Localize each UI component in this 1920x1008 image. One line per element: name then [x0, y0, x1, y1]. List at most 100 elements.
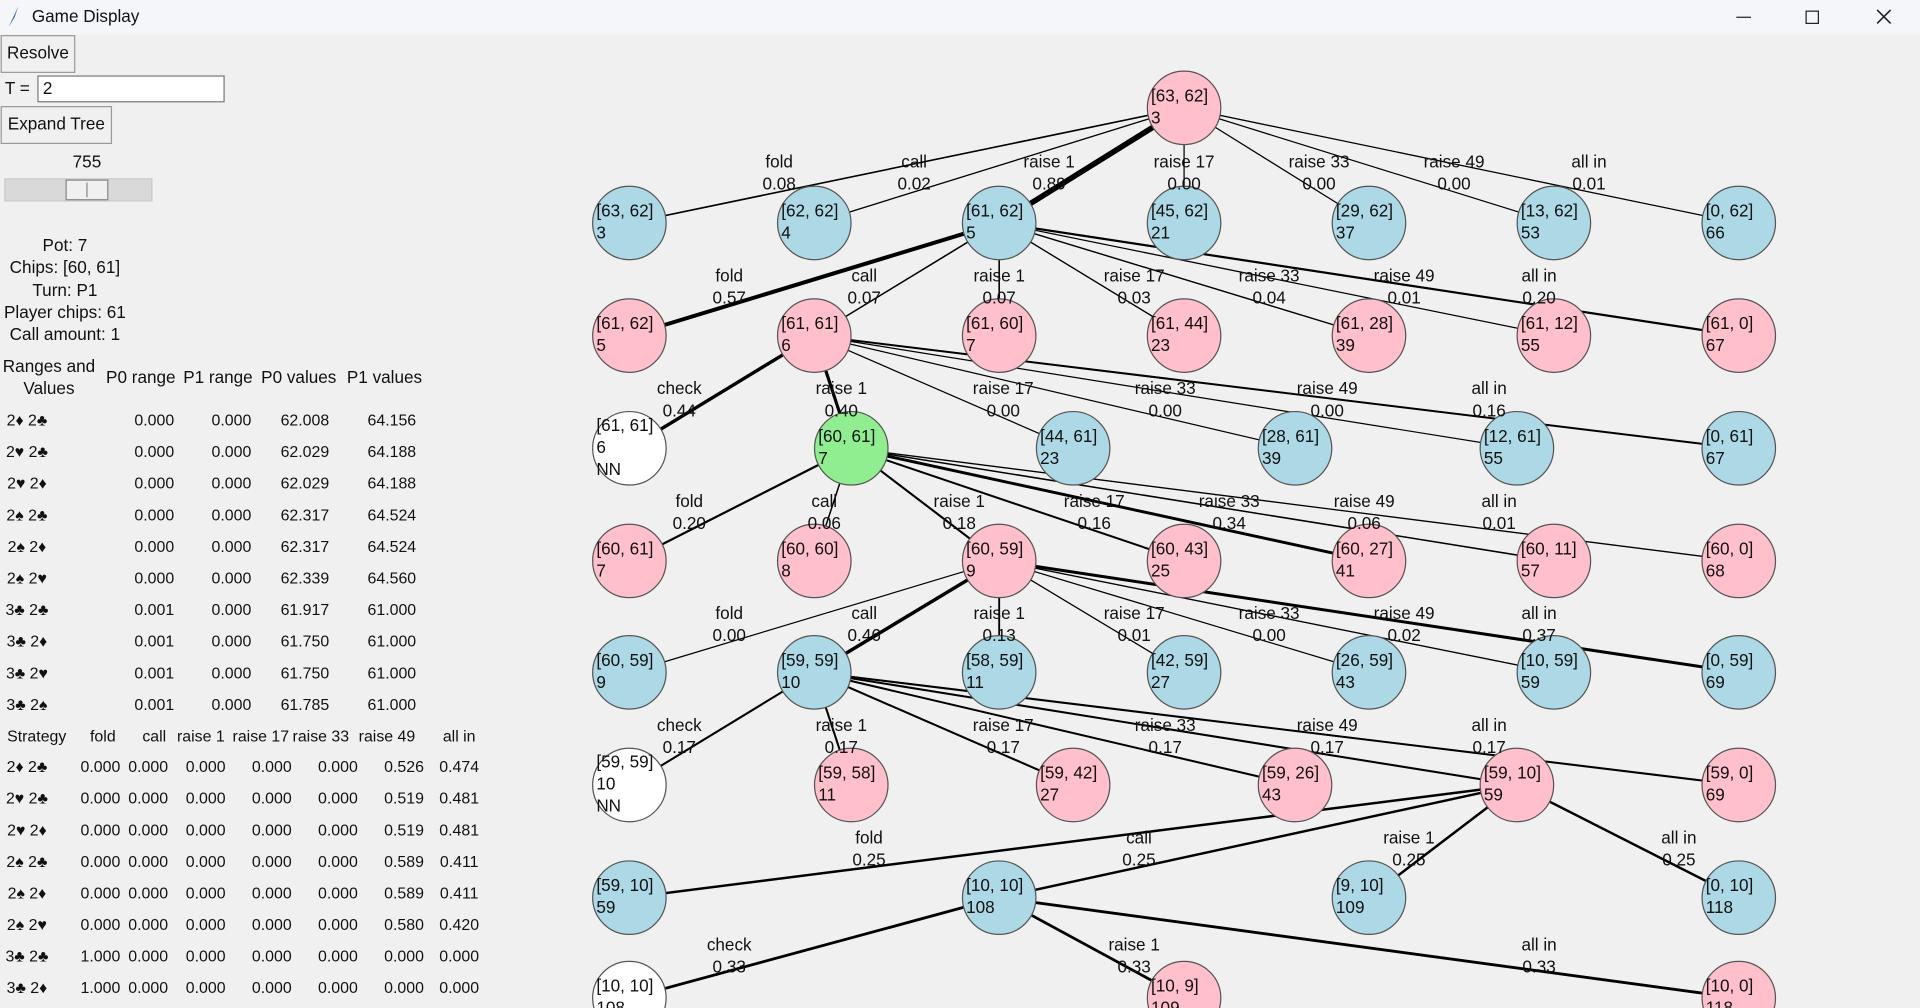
node-label: 67 [1706, 335, 1725, 355]
strategy-cell: 0.000 [81, 854, 121, 871]
strategy-cell: 0.000 [186, 980, 226, 997]
edge-probability: 0.00 [1149, 400, 1182, 420]
button-frame[interactable] [0, 106, 113, 145]
node-label: [59, 26] [1262, 763, 1319, 783]
ranges-cell: 61.000 [368, 634, 417, 651]
info-line: Turn: P1 [32, 280, 97, 300]
hand: 3♣ 2♠ [6, 697, 47, 714]
edge-probability: 0.04 [1252, 288, 1286, 308]
strategy-column-header: fold [90, 728, 116, 745]
tree-edge [629, 896, 1000, 1000]
strategy-cell: 0.000 [318, 885, 358, 902]
node-label: [10, 9] [1151, 976, 1199, 996]
strategy-cell: 0.000 [252, 917, 292, 934]
node-label: [44, 61] [1040, 426, 1097, 446]
node-label: 6 [596, 437, 606, 457]
strategy-cell: 1.000 [81, 949, 121, 966]
edge-action: raise 1 [1108, 934, 1159, 954]
node-label: 8 [781, 560, 791, 580]
tree-edge [629, 783, 1518, 899]
strategy-cell: 0.000 [186, 759, 226, 776]
strategy-cell: 0.000 [128, 854, 168, 871]
strategy-cell: 0.000 [81, 822, 121, 839]
node-label: 69 [1706, 672, 1725, 692]
node-label: [12, 61] [1484, 426, 1541, 446]
resolve-button[interactable]: Resolve [0, 35, 76, 73]
tree-node [1331, 185, 1407, 261]
edge-action: raise 17 [973, 715, 1034, 735]
tree-node [592, 747, 667, 823]
strategy-cell: 0.000 [318, 980, 358, 997]
node-label: [60, 27] [1336, 538, 1393, 558]
tree-node [1331, 860, 1407, 936]
ranges-cell: 61.000 [368, 697, 417, 714]
button-label[interactable]: Resolve [7, 43, 69, 63]
strategy-cell: 0.526 [384, 759, 424, 776]
strategy-cell: 0.000 [128, 759, 168, 776]
strategy-cell: 0.000 [186, 791, 226, 808]
tree-node [592, 860, 667, 936]
tree-edge [850, 446, 1370, 563]
edge-probability: 0.00 [1167, 174, 1200, 194]
hand: 2♠ 2♣ [6, 507, 47, 524]
node-label: 59 [1484, 785, 1503, 805]
strategy-cell: 0.000 [186, 854, 226, 871]
edge-action: raise 1 [934, 491, 985, 511]
node-label: [42, 59] [1151, 650, 1208, 670]
strategy-cell: 0.000 [252, 885, 292, 902]
edge-probability: 0.17 [1472, 737, 1505, 757]
edge-probability: 0.20 [673, 513, 706, 533]
edge-action: check [707, 934, 752, 954]
strategy-cell: 0.000 [318, 917, 358, 934]
hand: 2♥ 2♣ [6, 791, 48, 808]
edge-action: call [811, 491, 837, 511]
hand: 2♥ 2♦ [7, 822, 47, 839]
tree-edge [999, 221, 1739, 337]
ranges-cell: 64.188 [368, 476, 417, 493]
strategy-cell: 0.481 [439, 791, 479, 808]
ranges-column-header: P1 values [347, 367, 422, 387]
node-label: 55 [1484, 448, 1503, 468]
node-label: [0, 10] [1706, 875, 1754, 895]
strategy-cell: 0.000 [252, 791, 292, 808]
t-input[interactable] [37, 75, 225, 103]
ranges-cell: 0.000 [134, 539, 174, 556]
edge-probability: 0.13 [983, 625, 1016, 645]
edge-probability: 0.07 [848, 288, 881, 308]
ranges-cell: 61.000 [368, 602, 417, 619]
strategy-cell: 0.000 [318, 791, 358, 808]
ranges-cell: 62.008 [281, 413, 330, 430]
tree-edge [998, 783, 1518, 899]
node-label: 5 [966, 223, 976, 243]
node-label: 118 [1706, 998, 1733, 1008]
t-input-value[interactable]: 2 [43, 78, 53, 98]
node-label: [10, 10] [596, 976, 653, 996]
restore-button[interactable] [1805, 10, 1819, 25]
node-label: 55 [1521, 335, 1540, 355]
button-frame[interactable] [0, 35, 76, 73]
strategy-column-header: call [142, 728, 166, 745]
tree-node [1331, 523, 1407, 599]
tree-node [1516, 635, 1592, 710]
ranges-cell: 0.000 [212, 697, 252, 714]
tree-edge [814, 335, 1074, 449]
edge-probability: 0.01 [1387, 288, 1420, 308]
edge-action: fold [715, 266, 743, 286]
strategy-cell: 0.000 [81, 885, 121, 902]
ranges-cell: 0.000 [212, 634, 252, 651]
strategy-cell: 0.000 [252, 759, 292, 776]
node-label: NN [596, 796, 621, 816]
tree-edge [998, 222, 1370, 337]
close-button[interactable] [1876, 9, 1892, 24]
button-label[interactable]: Expand Tree [8, 114, 105, 134]
tree-edge [814, 671, 1296, 787]
tree-edge [999, 560, 1370, 673]
edge-probability: 0.17 [825, 737, 858, 757]
ranges-cell: 0.000 [134, 571, 174, 588]
expand-tree-button[interactable]: Expand Tree [0, 106, 113, 145]
edge-probability: 0.16 [1472, 400, 1505, 420]
ranges-cell: 0.001 [134, 602, 174, 619]
strategy-cell: 0.000 [252, 854, 292, 871]
tree-edge [814, 335, 1517, 449]
strategy-cell: 0.000 [81, 917, 121, 934]
